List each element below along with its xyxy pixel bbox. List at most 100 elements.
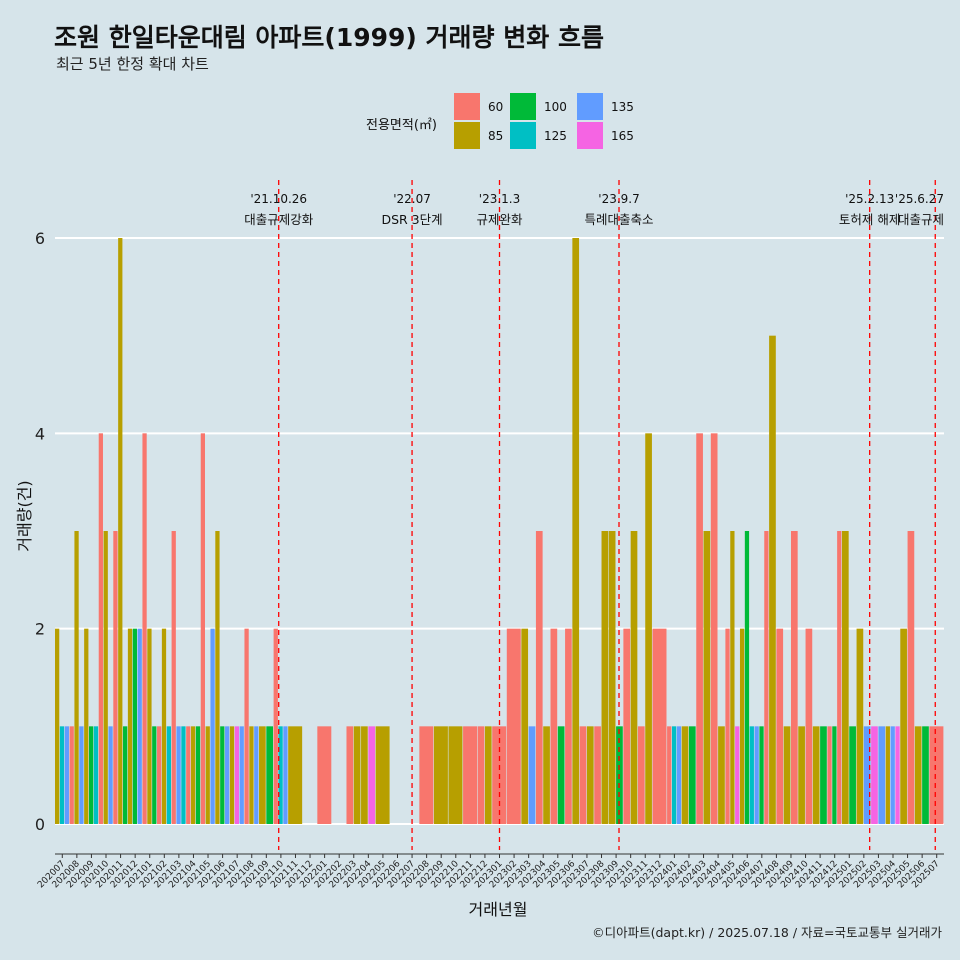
bar-202012-85 — [127, 628, 133, 824]
bar-202308-60 — [594, 726, 601, 824]
bar-202208-60 — [419, 726, 434, 824]
bar-202402-100 — [688, 726, 696, 824]
y-tick-label: 6 — [35, 229, 45, 248]
bar-202501-100 — [849, 726, 856, 824]
bar-202410-85 — [798, 726, 805, 824]
bar-202104-100 — [195, 726, 201, 824]
legend-label-60: 60 — [488, 100, 503, 114]
bar-202104-60 — [186, 726, 191, 824]
bar-202406-100 — [744, 531, 750, 824]
legend-label-165: 165 — [611, 129, 634, 143]
bar-202401-135 — [676, 726, 682, 824]
bar-202008-60 — [69, 726, 74, 824]
bar-202405-60 — [725, 628, 730, 824]
bar-202304-60 — [535, 531, 543, 824]
y-tick-label: 0 — [35, 815, 45, 834]
bar-202211-60 — [463, 726, 478, 824]
bar-202107-85 — [229, 726, 235, 824]
bar-202105-60 — [200, 433, 205, 824]
bar-202305-100 — [557, 726, 565, 824]
bar-202106-100 — [220, 726, 225, 824]
legend-label-100: 100 — [544, 100, 567, 114]
bar-202308-85 — [601, 531, 609, 824]
bar-202108-135 — [254, 726, 259, 824]
bar-202110-60 — [273, 628, 278, 824]
bar-202212-60 — [477, 726, 485, 824]
legend-swatch-100 — [510, 93, 536, 120]
bar-202307-85 — [586, 726, 594, 824]
bar-202209-85 — [433, 726, 448, 824]
event-date: '21.10.26 — [250, 192, 307, 206]
bar-202102-60 — [157, 726, 162, 824]
bar-202008-135 — [79, 726, 84, 824]
bar-202507-60 — [929, 726, 944, 824]
bar-202106-135 — [225, 726, 230, 824]
chart-title: 조원 한일타운대림 아파트(1999) 거래량 변화 흐름 — [54, 23, 604, 52]
bar-202408-85 — [769, 335, 776, 824]
bar-202405-85 — [730, 531, 735, 824]
bar-202303-85 — [521, 628, 529, 824]
bar-202406-125 — [749, 726, 754, 824]
bar-202009-125 — [93, 726, 99, 824]
bar-202101-100 — [152, 726, 157, 824]
bar-202411-100 — [820, 726, 827, 824]
bar-202008-85 — [74, 531, 79, 824]
bar-202305-60 — [550, 628, 558, 824]
bar-202306-60 — [565, 628, 572, 824]
legend-title: 전용면적(㎡) — [366, 118, 437, 133]
bar-202506-85 — [914, 726, 922, 824]
bar-202310-60 — [623, 628, 631, 824]
bar-202411-85 — [812, 726, 820, 824]
bar-202403-85 — [703, 531, 711, 824]
legend-label-125: 125 — [544, 129, 567, 143]
bar-202007-125 — [59, 726, 65, 824]
bar-202105-85 — [205, 726, 210, 824]
x-axis-title: 거래년월 — [469, 900, 528, 919]
bar-202108-60 — [244, 628, 249, 824]
bar-202312-60 — [652, 628, 667, 824]
chart-subtitle: 최근 5년 한정 확대 차트 — [56, 55, 209, 73]
y-axis-title: 거래량(건) — [15, 480, 34, 551]
bar-202502-85 — [856, 628, 864, 824]
bar-202406-85 — [739, 628, 745, 824]
bar-202505-60 — [907, 531, 915, 824]
bar-202102-125 — [166, 726, 171, 824]
bar-202405-165 — [735, 726, 740, 824]
bar-202108-85 — [249, 726, 254, 824]
bar-202107-135 — [239, 726, 244, 824]
legend-swatch-125 — [510, 122, 536, 149]
legend-swatch-85 — [454, 122, 480, 149]
bar-202502-135 — [863, 726, 871, 824]
event-label: 토허제 해제 — [839, 212, 900, 227]
bar-202304-85 — [543, 726, 550, 824]
bar-202204-165 — [368, 726, 376, 824]
bar-202012-135 — [137, 628, 142, 824]
event-label: DSR 3단계 — [381, 212, 442, 227]
y-tick-label: 4 — [35, 424, 45, 443]
bar-202201-60 — [317, 726, 332, 824]
bar-202311-85 — [645, 433, 652, 824]
legend-label-85: 85 — [488, 129, 503, 143]
legend-swatch-60 — [454, 93, 480, 120]
bar-202408-60 — [776, 628, 784, 824]
bar-202012-100 — [132, 628, 137, 824]
bar-202203-85 — [353, 726, 361, 824]
bar-202011-85 — [118, 238, 123, 824]
bar-202010-60 — [98, 433, 103, 824]
bar-202205-85 — [375, 726, 390, 824]
event-label: 특례대출축소 — [584, 212, 653, 227]
bar-202101-85 — [147, 628, 152, 824]
y-tick-label: 2 — [35, 620, 45, 639]
bar-202412-100 — [832, 726, 837, 824]
event-date: '25.2.13 — [845, 192, 894, 206]
bar-202505-85 — [900, 628, 907, 824]
bar-202203-60 — [346, 726, 354, 824]
bar-202111-85 — [288, 726, 303, 824]
bar-202110-125 — [278, 726, 283, 824]
bar-202102-85 — [161, 628, 167, 824]
bar-202109-85 — [259, 726, 266, 824]
bar-202401-125 — [671, 726, 677, 824]
bar-202503-135 — [878, 726, 886, 824]
event-label: 규제완화 — [476, 212, 523, 227]
bar-202410-60 — [805, 628, 813, 824]
